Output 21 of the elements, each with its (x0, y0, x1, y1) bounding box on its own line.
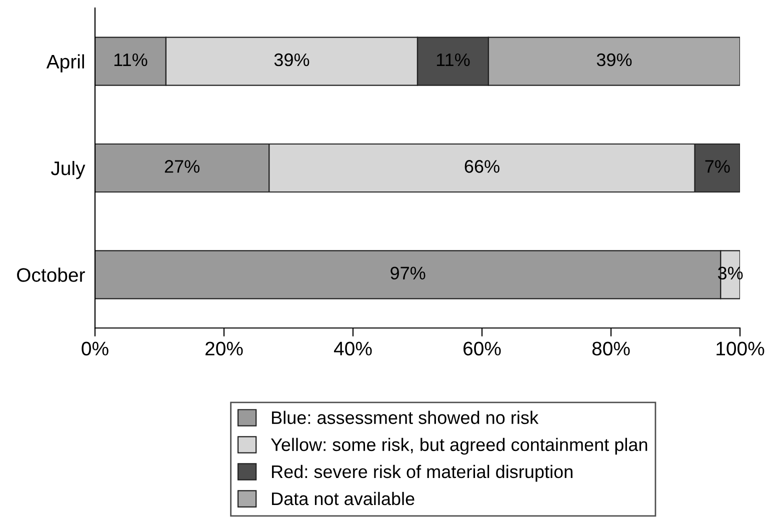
data-label: 97% (390, 266, 426, 280)
legend-label: Red: severe risk of material disruption (272, 464, 572, 482)
x-tick-label: 0% (82, 342, 108, 356)
data-label: 7% (705, 160, 730, 173)
data-label: 11% (114, 53, 148, 66)
legend-label: Yellow: some risk, but agreed containment plan (270, 438, 648, 455)
x-tick-label: 80% (592, 342, 630, 356)
x-tick-label: 20% (206, 342, 243, 356)
data-label: 11% (436, 53, 470, 66)
data-label: 66% (464, 160, 500, 173)
data-label: 39% (596, 53, 632, 66)
y-tick-label: July (51, 160, 86, 180)
x-tick-label: 100% (716, 342, 764, 356)
x-tick-label: 40% (334, 342, 372, 356)
y-tick-label: April (46, 54, 84, 72)
data-label: 39% (274, 53, 310, 66)
legend-label: Blue: assessment showed no risk (272, 410, 539, 424)
data-label: 27% (164, 160, 200, 173)
x-tick-label: 60% (464, 342, 501, 356)
legend-label: Data not available (272, 492, 414, 506)
y-tick-label: October (17, 268, 85, 282)
